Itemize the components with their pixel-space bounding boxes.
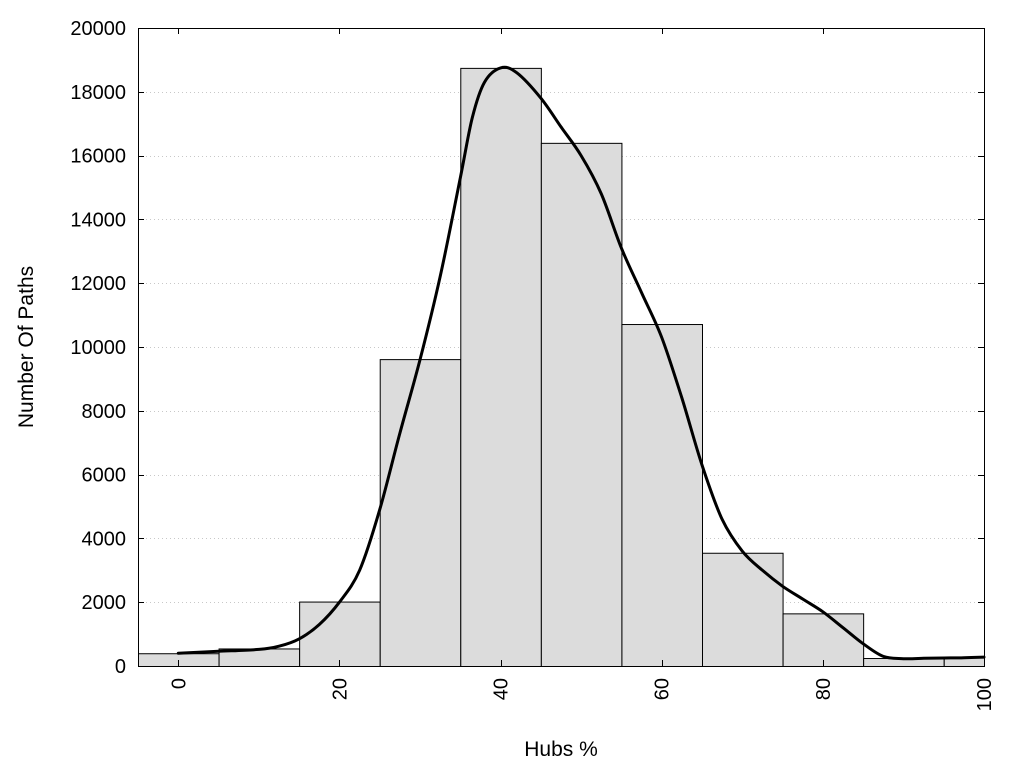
y-tick-label: 2000	[82, 592, 127, 614]
y-tick-label: 12000	[70, 273, 126, 295]
y-tick-labels: 0 2000 4000 6000 8000 10000 12000 14000 16000 180…	[70, 18, 126, 678]
y-axis-label: Number Of Paths	[15, 266, 38, 428]
y-tick-label: 10000	[70, 337, 126, 359]
x-tick-labels: 0 20 40 60 80 100	[168, 678, 996, 711]
x-tick-label: 20	[329, 678, 351, 700]
density-curve	[176, 65, 986, 661]
x-axis-label: Hubs %	[524, 738, 598, 761]
density-curve-layer	[176, 65, 986, 661]
y-tick-label: 0	[115, 656, 126, 678]
x-tick-label: 60	[652, 678, 674, 700]
axis-ticks	[138, 28, 985, 667]
y-tick-label: 14000	[70, 209, 126, 231]
x-tick-label: 80	[813, 678, 835, 700]
x-tick-label: 40	[491, 678, 513, 700]
y-tick-label: 20000	[70, 18, 126, 40]
histogram-bar	[782, 613, 865, 667]
histogram-bar	[379, 359, 462, 667]
x-tick-label: 0	[168, 678, 190, 689]
x-tick-label: 100	[974, 678, 996, 711]
histogram-bar	[460, 67, 542, 667]
y-tick-label: 18000	[70, 82, 126, 104]
y-tick-label: 6000	[82, 465, 127, 487]
histogram-bar	[621, 324, 704, 667]
y-tick-label: 8000	[82, 401, 127, 423]
histogram-bar	[540, 142, 623, 667]
y-tick-label: 16000	[70, 146, 126, 168]
y-tick-label: 4000	[82, 528, 127, 550]
histogram-bar	[702, 552, 784, 668]
histogram-bars	[138, 67, 986, 668]
grid-lines	[138, 92, 984, 603]
histogram-bar	[299, 601, 381, 668]
